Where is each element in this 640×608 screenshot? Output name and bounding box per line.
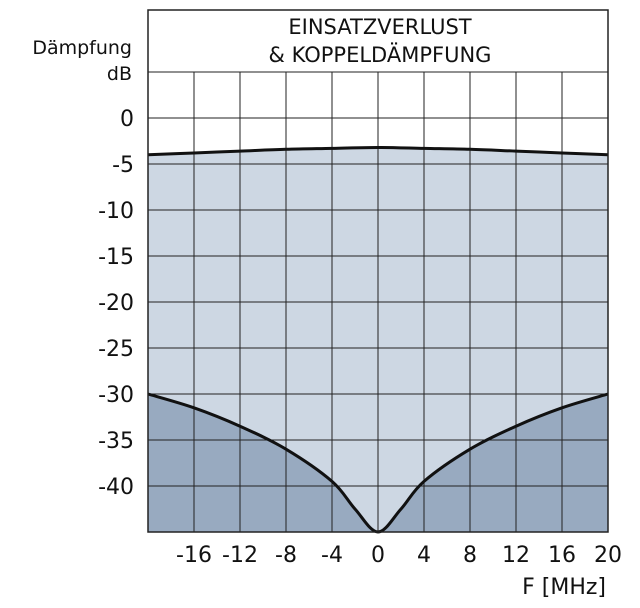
x-tick-label: -4: [321, 543, 343, 568]
x-tick-label: 8: [463, 543, 477, 568]
y-tick-label: 0: [120, 107, 134, 132]
y-axis-ticks: 0 -5 -10 -15 -20 -25 -30 -35 -40: [98, 107, 134, 500]
x-tick-label: 20: [594, 543, 622, 568]
y-tick-label: -15: [98, 245, 134, 270]
y-axis-label-line-1: Dämpfung: [32, 37, 132, 59]
x-tick-label: 16: [548, 543, 576, 568]
y-tick-label: -25: [98, 337, 134, 362]
x-tick-label: -16: [176, 543, 212, 568]
plot-frame: [147, 9, 609, 533]
title-box: [148, 10, 608, 72]
insertion-loss-curve: [147, 145, 609, 157]
y-axis-label-line-2: dB: [107, 63, 132, 85]
x-tick-label: 4: [417, 543, 431, 568]
y-tick-label: -35: [98, 429, 134, 454]
plot-area: [147, 9, 609, 534]
x-axis-ticks: -16 -12 -8 -4 0 4 8 12 16 20: [176, 543, 622, 568]
coupling-attenuation-region: [148, 394, 608, 532]
y-tick-label: -10: [98, 199, 134, 224]
x-tick-label: -8: [275, 543, 297, 568]
x-tick-label: 12: [502, 543, 530, 568]
grid: [148, 71, 608, 532]
y-tick-label: -20: [98, 291, 134, 316]
y-tick-label: -40: [98, 475, 134, 500]
chart-title-line-1: EINSATZVERLUST: [288, 15, 471, 39]
y-tick-label: -30: [98, 383, 134, 408]
x-tick-label: 0: [371, 543, 385, 568]
y-tick-label: -5: [112, 153, 134, 178]
chart-title-line-2: & KOPPELDÄMPFUNG: [269, 42, 492, 67]
x-axis-label: F [MHz]: [522, 575, 606, 600]
x-tick-label: -12: [222, 543, 258, 568]
